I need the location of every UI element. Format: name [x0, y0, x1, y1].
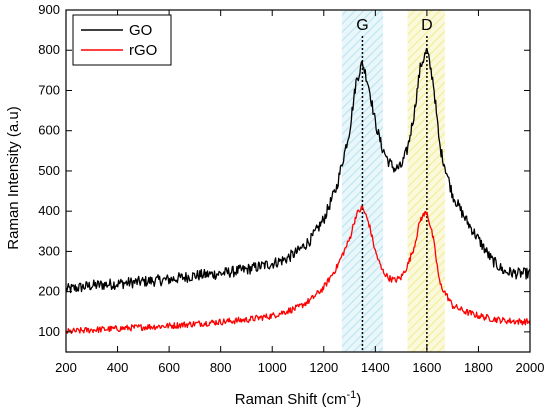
- x-tick-label: 400: [107, 360, 129, 375]
- plot-frame: [65, 9, 531, 353]
- band-d-label: D: [421, 17, 433, 34]
- y-tick-label: 100: [38, 324, 60, 339]
- x-tick-label: 200: [55, 360, 77, 375]
- y-tick-label: 500: [38, 163, 60, 178]
- legend-layer: GO rGO: [72, 14, 172, 66]
- x-tick-label: 2000: [516, 360, 545, 375]
- x-tick-label: 1200: [309, 360, 338, 375]
- y-tick-label: 700: [38, 82, 60, 97]
- y-tick-label: 400: [38, 203, 60, 218]
- legend-label-go: GO: [129, 22, 152, 39]
- axes-layer: 200 400 600 800 1000 1200 1400 1600 1800 2000 100 2…: [38, 2, 544, 375]
- x-tick-label: 1800: [464, 360, 493, 375]
- x-tick-label: 1400: [361, 360, 390, 375]
- y-tick-label: 300: [38, 243, 60, 258]
- legend-box: [72, 14, 172, 66]
- x-axis-title: Raman Shift (cm-1): [235, 389, 361, 408]
- plot-frame-layer: [65, 9, 531, 353]
- y-tick-label: 800: [38, 42, 60, 57]
- y-tick-label: 200: [38, 284, 60, 299]
- x-tick-label: 800: [210, 360, 232, 375]
- y-tick-label: 900: [38, 2, 60, 17]
- legend-label-rgo: rGO: [129, 42, 157, 59]
- x-tick-label: 1600: [412, 360, 441, 375]
- series-layer: [65, 48, 531, 335]
- x-tick-label: 600: [158, 360, 180, 375]
- y-axis-title: Raman Intensity (a.u): [5, 106, 22, 249]
- band-g-label: G: [356, 17, 368, 34]
- series-line-rgo: [65, 205, 531, 335]
- x-tick-label: 1000: [258, 360, 287, 375]
- y-tick-label: 600: [38, 123, 60, 138]
- series-line-go: [65, 48, 531, 294]
